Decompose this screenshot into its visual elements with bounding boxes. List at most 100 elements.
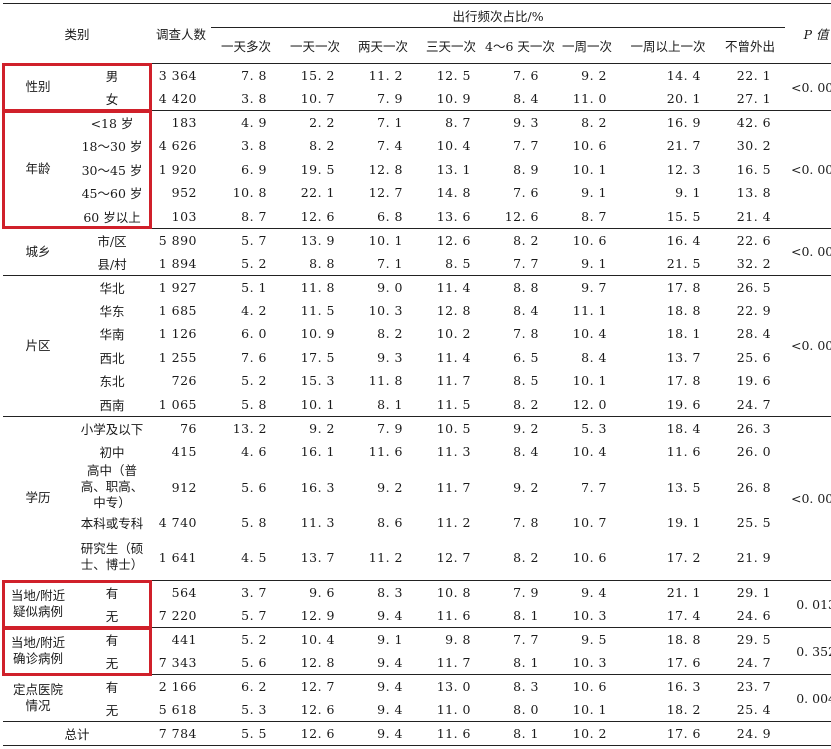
frequency-percent: 9. 2	[485, 415, 554, 440]
frequency-percent: 8. 1	[513, 608, 540, 623]
row-label: 30～45 岁	[81, 162, 143, 178]
row-label: 研究生（硕士、博士）	[80, 541, 144, 573]
frequency-percent: 8. 2	[377, 326, 404, 342]
frequency-percent: 12. 9	[300, 608, 336, 623]
frequency-percent: 12. 7	[436, 549, 472, 565]
frequency-percent: 9. 2	[553, 63, 622, 87]
frequency-percent: 3. 7	[211, 580, 282, 604]
frequency-percent: 10. 9	[300, 326, 336, 342]
frequency-percent: 16. 4	[621, 227, 716, 252]
frequency-percent: 5. 8	[241, 396, 268, 412]
frequency-percent: 9. 5	[553, 627, 622, 651]
frequency-percent: 18. 4	[621, 415, 716, 440]
frequency-percent: 18. 2	[666, 702, 702, 717]
frequency-percent: 17. 8	[621, 274, 716, 299]
frequency-percent: 10. 6	[553, 227, 622, 252]
frequency-percent: 9. 4	[553, 580, 622, 604]
frequency-percent: 7. 6	[513, 185, 540, 201]
frequency-percent: 13. 2	[211, 415, 282, 440]
frequency-percent: 27. 1	[736, 91, 772, 106]
row-label: 东北	[99, 374, 125, 390]
frequency-percent: 12. 5	[417, 63, 486, 87]
p-value: 0. 004	[785, 674, 831, 722]
row-label: 男	[73, 63, 152, 87]
frequency-percent: 10. 7	[572, 515, 608, 531]
frequency-percent: 12. 8	[436, 302, 472, 318]
frequency-percent: 9. 1	[675, 185, 702, 201]
table-row: 无 5 618 5. 3 12. 6 9. 4 11. 0 8. 0 10. 1 18. 2 25…	[3, 698, 831, 722]
frequency-percent: 7. 1	[377, 255, 404, 271]
frequency-percent: 17. 4	[666, 608, 702, 623]
frequency-percent: 21. 9	[736, 549, 772, 565]
frequency-percent: 10. 1	[572, 373, 608, 389]
frequency-percent: 8. 7	[241, 208, 268, 224]
frequency-percent: 14. 8	[436, 185, 472, 201]
frequency-percent: 16. 9	[621, 110, 716, 134]
frequency-percent: 8. 2	[513, 396, 540, 412]
frequency-percent: 12. 7	[281, 674, 350, 698]
frequency-percent: 22. 1	[715, 63, 786, 87]
frequency-percent: 19. 6	[666, 396, 702, 412]
respondent-count: 912	[171, 479, 198, 495]
frequency-percent: 10. 9	[436, 91, 472, 106]
table-row: 本科或专科 4 740 5. 8 11. 3 8. 6 11. 2 7. 8 10. 7 19.…	[3, 511, 831, 535]
row-label: 小学及以下	[73, 415, 152, 440]
total-frequency-percent: 5. 5	[211, 721, 282, 746]
frequency-percent: 8. 1	[377, 396, 404, 412]
respondent-count: 103	[171, 208, 198, 224]
frequency-percent: 19. 5	[300, 161, 336, 177]
frequency-percent: 11. 3	[436, 443, 472, 459]
frequency-percent: 15. 5	[666, 208, 702, 224]
header-respondents: 调查人数	[151, 3, 212, 64]
respondent-count: 1 065	[158, 396, 198, 412]
frequency-percent: 5. 2	[241, 373, 268, 389]
frequency-percent: 11. 2	[436, 515, 472, 531]
frequency-percent: 9. 4	[377, 655, 404, 670]
frequency-percent: 23. 7	[715, 674, 786, 698]
frequency-percent: 11. 6	[666, 443, 702, 459]
row-label: 无	[105, 609, 119, 624]
frequency-percent: 25. 6	[736, 349, 772, 365]
frequency-percent: 11. 0	[436, 702, 472, 717]
frequency-percent: 4. 6	[241, 443, 268, 459]
group-label: 城乡	[3, 227, 73, 275]
respondent-count: 2 166	[151, 674, 212, 698]
frequency-percent: 9. 1	[581, 255, 608, 271]
group-label: 当地/附近确诊病例	[3, 627, 73, 675]
frequency-percent: 2. 2	[281, 110, 350, 134]
frequency-percent: 4. 5	[241, 549, 268, 565]
frequency-percent: 8. 5	[513, 373, 540, 389]
row-label: 女	[105, 92, 119, 107]
frequency-percent: 4. 2	[241, 302, 268, 318]
p-value: <0. 001	[785, 227, 831, 275]
header-p-value: P 值	[785, 3, 831, 64]
frequency-percent: 25. 5	[736, 515, 772, 531]
frequency-percent: 10. 7	[300, 91, 336, 106]
frequency-percent: 16. 5	[736, 161, 772, 177]
frequency-percent: 8. 4	[581, 349, 608, 365]
frequency-percent: 12. 6	[504, 208, 540, 224]
frequency-percent: 8. 2	[485, 227, 554, 252]
table-row: 城乡 市/区 5 890 5. 7 13. 9 10. 1 12. 6 8. 2 10. 6 16…	[3, 227, 831, 275]
row-label: 有	[73, 627, 152, 651]
row-label: 本科或专科	[80, 516, 144, 532]
respondent-count: 7 220	[158, 608, 198, 623]
frequency-percent: 8. 0	[513, 702, 540, 717]
frequency-percent: 9. 4	[377, 608, 404, 623]
frequency-percent: 10. 5	[417, 415, 486, 440]
frequency-percent: 21. 4	[736, 208, 772, 224]
group-label: 片区	[3, 274, 73, 416]
table-row: 西南 1 065 5. 8 10. 1 8. 1 11. 5 8. 2 12. 0 19. 6 2…	[3, 393, 831, 417]
frequency-percent: 15. 3	[300, 373, 336, 389]
respondent-count: 5 618	[158, 702, 198, 717]
frequency-percent: 19. 1	[666, 515, 702, 531]
table-row: 东北 726 5. 2 15. 3 11. 8 11. 7 8. 5 10. 1 17. 8 19…	[3, 369, 831, 393]
frequency-percent: 12. 8	[368, 161, 404, 177]
frequency-percent: 10. 4	[281, 627, 350, 651]
frequency-percent: 5. 6	[241, 655, 268, 670]
frequency-percent: 12. 3	[666, 161, 702, 177]
total-label: 总计	[3, 721, 152, 746]
frequency-percent: 13. 7	[300, 549, 336, 565]
respondent-count: 7 343	[158, 655, 198, 670]
frequency-percent: 4. 9	[211, 110, 282, 134]
